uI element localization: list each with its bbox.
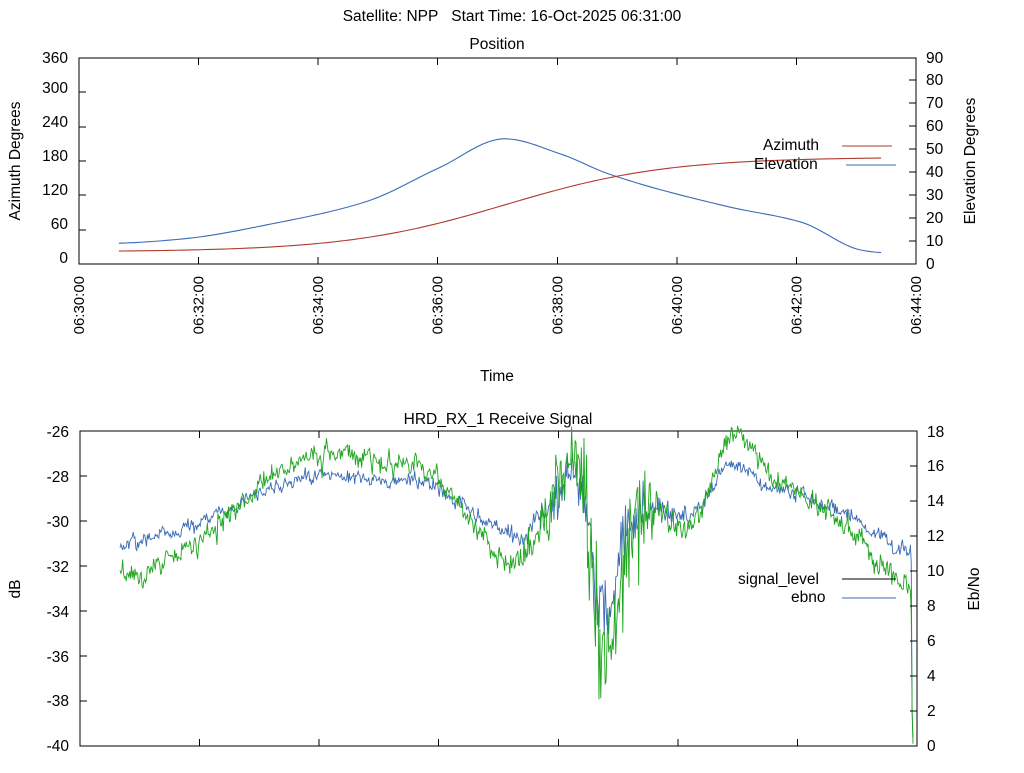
svg-text:06:36:00: 06:36:00: [430, 276, 447, 334]
svg-text:06:30:00: 06:30:00: [71, 276, 88, 334]
svg-text:-32: -32: [47, 559, 69, 576]
svg-text:Azimuth Degrees: Azimuth Degrees: [7, 101, 24, 220]
svg-text:60: 60: [51, 216, 69, 233]
svg-text:40: 40: [926, 164, 944, 181]
svg-text:18: 18: [927, 424, 944, 441]
svg-text:12: 12: [927, 528, 944, 545]
svg-text:2: 2: [927, 703, 936, 720]
svg-text:-28: -28: [47, 469, 69, 486]
svg-text:dB: dB: [7, 580, 24, 599]
svg-text:6: 6: [927, 633, 936, 650]
svg-text:30: 30: [926, 187, 944, 204]
svg-text:240: 240: [42, 114, 68, 131]
svg-text:90: 90: [926, 50, 944, 67]
svg-text:signal_level: signal_level: [738, 571, 819, 588]
svg-text:-36: -36: [47, 649, 69, 666]
svg-text:50: 50: [926, 141, 944, 158]
svg-text:Eb/No: Eb/No: [966, 567, 983, 610]
svg-text:-26: -26: [47, 424, 69, 441]
svg-text:06:42:00: 06:42:00: [788, 276, 805, 334]
svg-text:-38: -38: [47, 693, 69, 710]
svg-text:06:38:00: 06:38:00: [549, 276, 566, 334]
svg-text:8: 8: [927, 598, 936, 615]
svg-text:HRD_RX_1 Receive Signal: HRD_RX_1 Receive Signal: [404, 411, 593, 428]
svg-text:16: 16: [927, 458, 944, 475]
svg-text:06:44:00: 06:44:00: [908, 276, 925, 334]
svg-text:80: 80: [926, 72, 944, 89]
svg-text:Elevation Degrees: Elevation Degrees: [962, 97, 979, 224]
svg-text:Satellite: NPP Start Time: 1: Satellite: NPP Start Time: 16-Oct-2025 0…: [343, 8, 682, 25]
svg-text:0: 0: [926, 256, 935, 273]
svg-text:10: 10: [926, 233, 944, 250]
svg-text:60: 60: [926, 118, 944, 135]
svg-text:120: 120: [42, 182, 68, 199]
svg-text:Azimuth: Azimuth: [763, 137, 819, 154]
svg-text:4: 4: [927, 668, 936, 685]
svg-text:300: 300: [42, 80, 68, 97]
svg-text:0: 0: [927, 738, 936, 755]
svg-text:14: 14: [927, 493, 945, 510]
svg-text:0: 0: [59, 250, 68, 267]
svg-text:Time: Time: [480, 368, 514, 385]
svg-text:ebno: ebno: [791, 589, 825, 606]
svg-text:06:40:00: 06:40:00: [669, 276, 686, 334]
svg-text:-30: -30: [47, 514, 70, 531]
svg-text:Elevation: Elevation: [754, 156, 818, 173]
svg-text:-40: -40: [47, 738, 70, 755]
svg-text:10: 10: [927, 563, 945, 580]
svg-text:06:32:00: 06:32:00: [191, 276, 208, 334]
svg-text:Position: Position: [469, 36, 524, 53]
svg-text:06:34:00: 06:34:00: [310, 276, 327, 334]
svg-text:360: 360: [42, 50, 68, 67]
svg-text:20: 20: [926, 210, 944, 227]
svg-text:-34: -34: [47, 604, 70, 621]
svg-text:70: 70: [926, 95, 944, 112]
svg-text:180: 180: [42, 148, 68, 165]
